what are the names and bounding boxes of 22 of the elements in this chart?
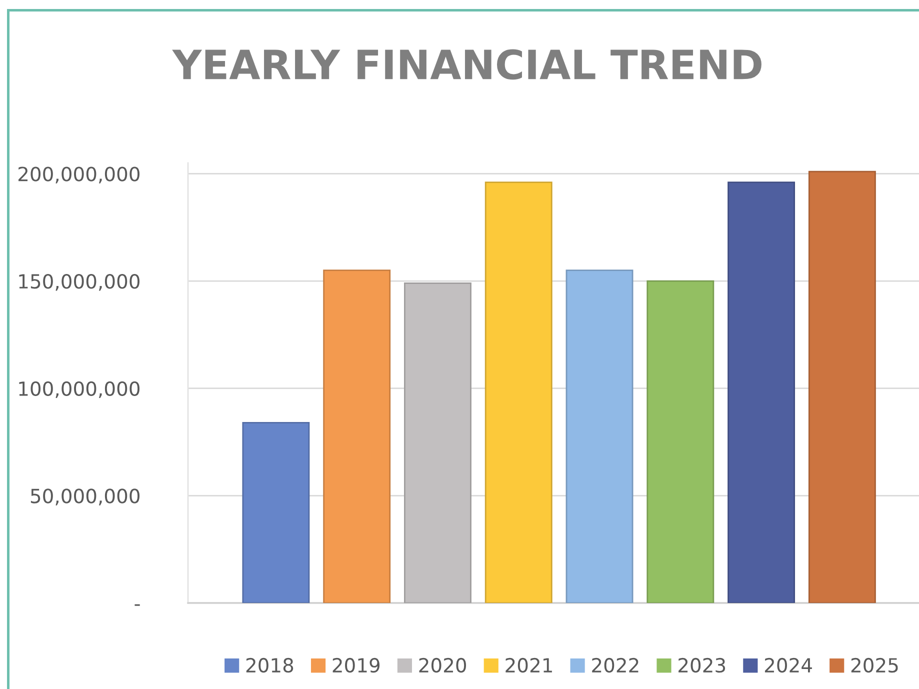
- legend-label: 2023: [678, 658, 726, 673]
- bar: [242, 422, 310, 603]
- bar: [323, 270, 391, 603]
- legend-label: 2022: [592, 658, 638, 673]
- y-tick-label: -: [134, 604, 140, 606]
- legend-label: 2018: [246, 658, 294, 673]
- y-tick-label: 100,000,000: [19, 381, 140, 398]
- legend-label: 2020: [419, 658, 466, 673]
- legend-label: 2025: [851, 658, 898, 673]
- legend-label: 2019: [332, 658, 380, 673]
- bar: [646, 280, 714, 603]
- bar: [728, 182, 796, 603]
- legend-label: 2024: [764, 658, 812, 673]
- bar: [808, 170, 876, 603]
- y-tick-label: 150,000,000: [19, 274, 140, 291]
- bar: [404, 282, 472, 603]
- y-tick-label: 50,000,000: [30, 488, 140, 506]
- y-tick-label: 200,000,000: [18, 166, 140, 184]
- chart-title: YEARLY FINANCIAL TREND: [172, 49, 762, 80]
- legend-label: 2021: [506, 658, 552, 673]
- bar: [484, 182, 552, 603]
- bar: [566, 270, 634, 603]
